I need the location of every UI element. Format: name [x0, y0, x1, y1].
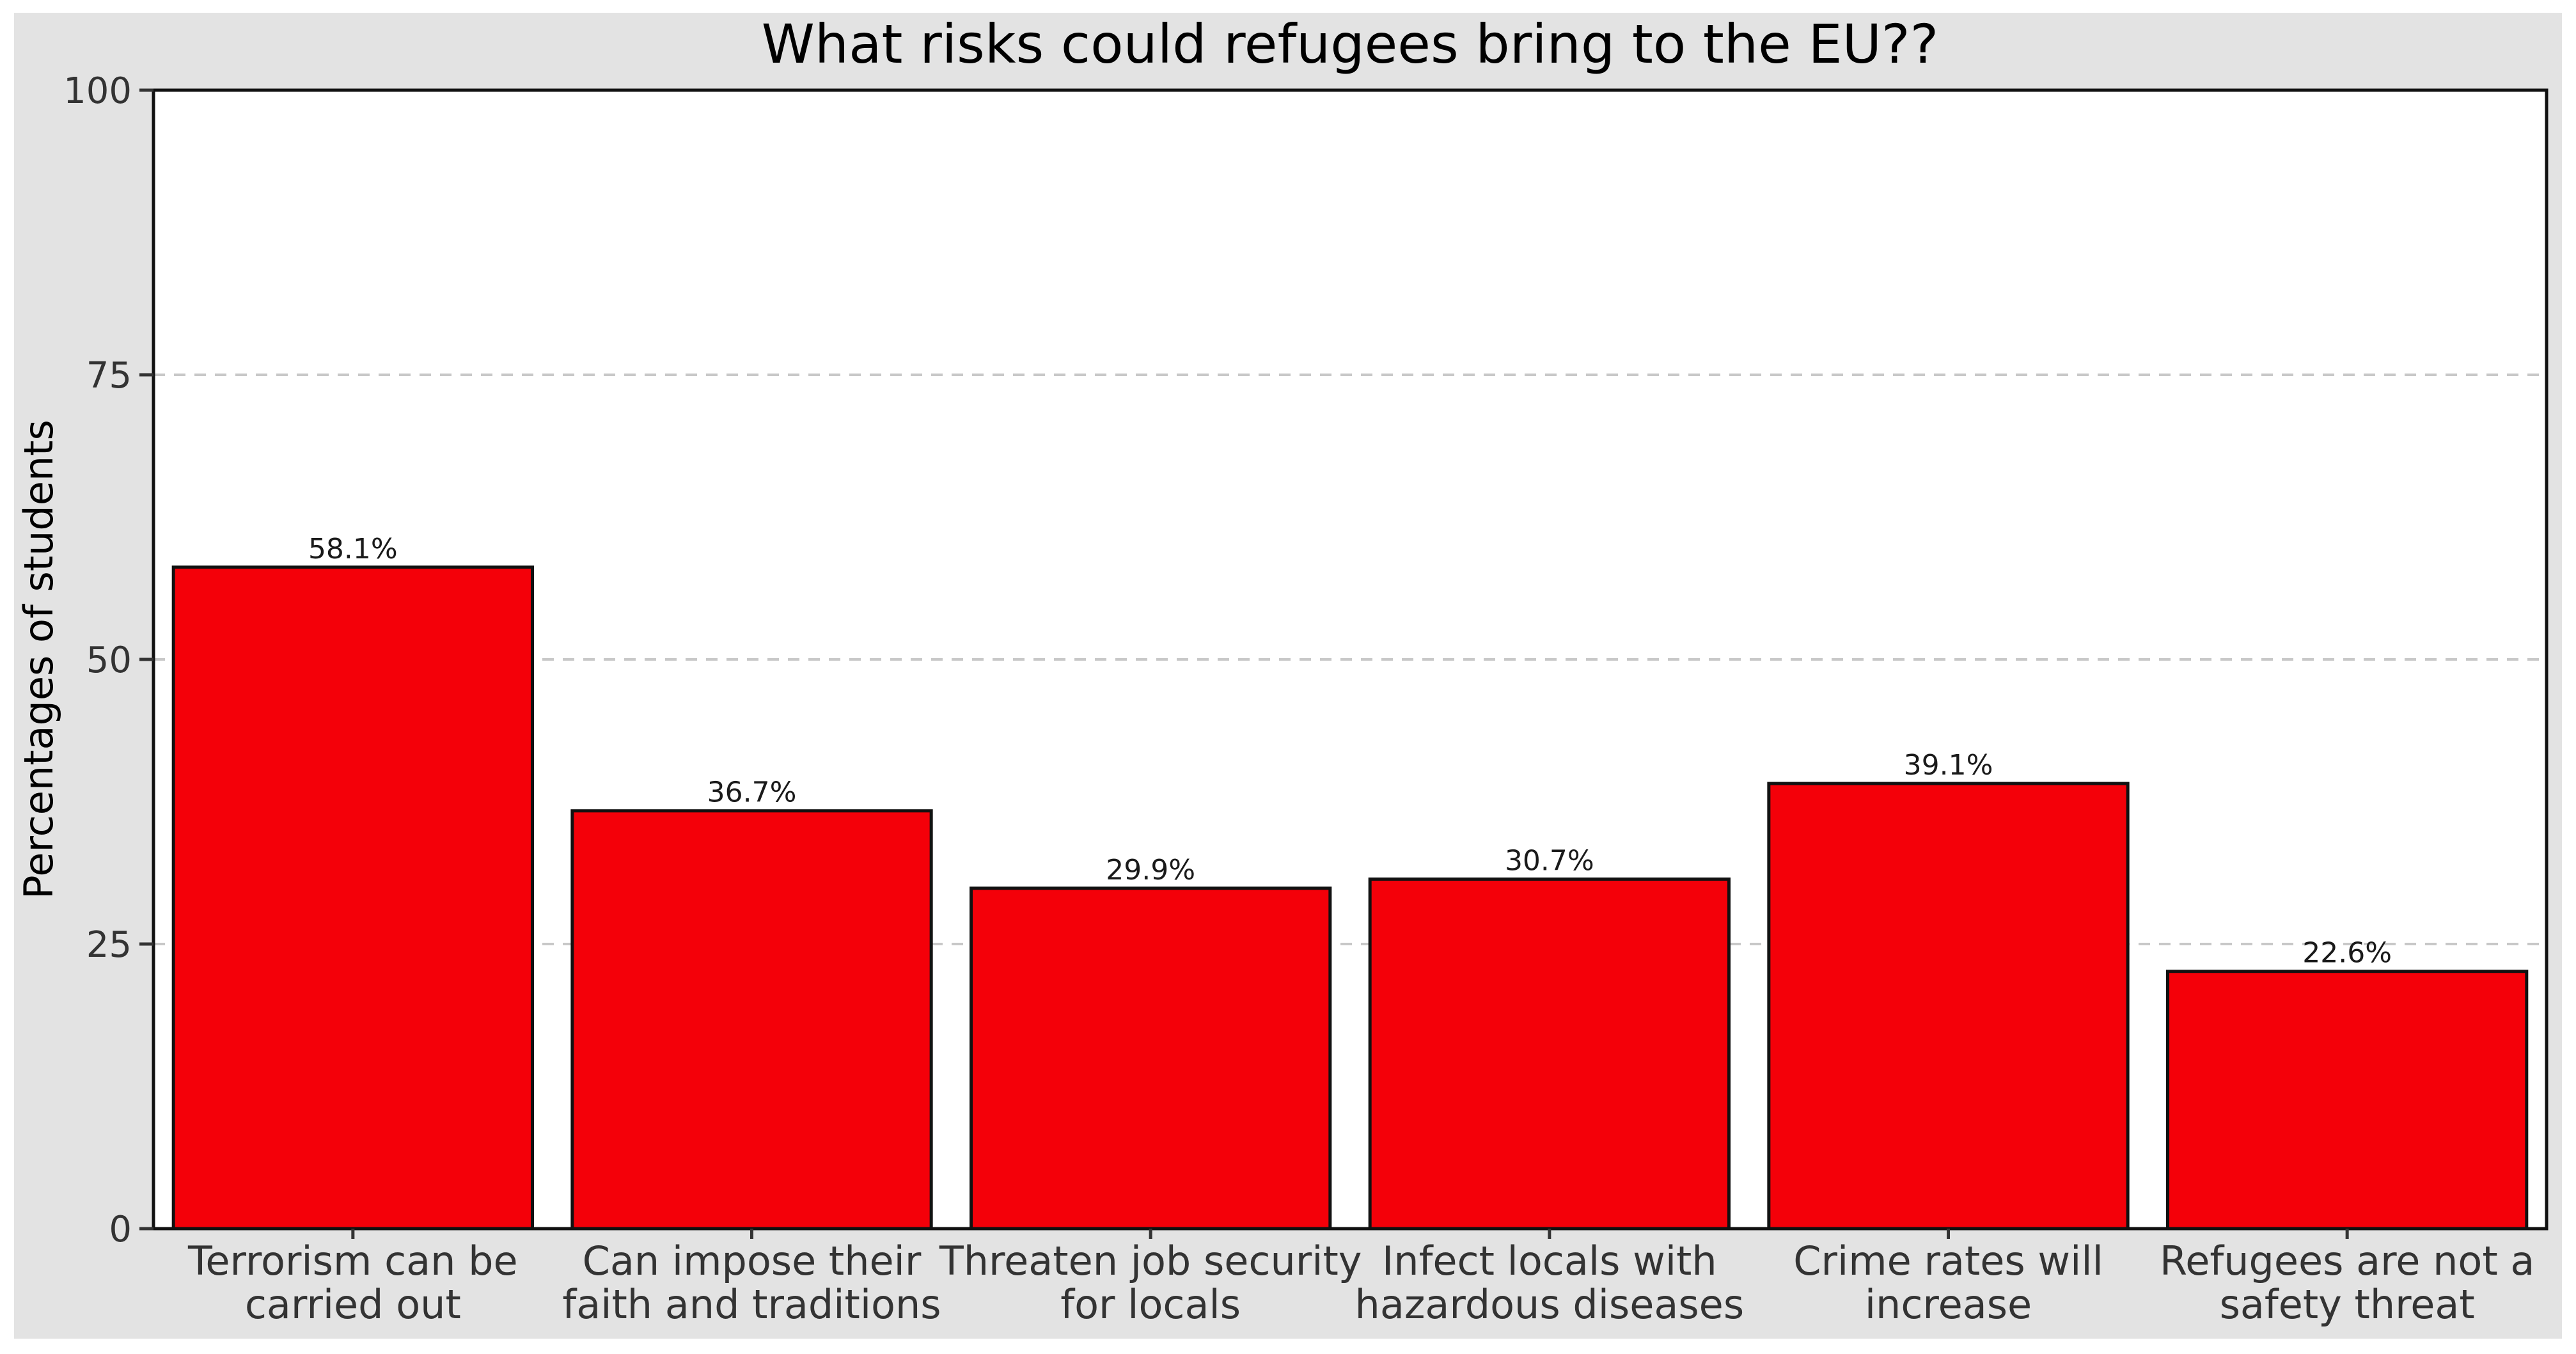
x-tick-label: Infect locals with hazardous diseases — [1355, 1238, 1745, 1328]
x-tick-label: Can impose their faith and traditions — [562, 1238, 941, 1328]
x-tick-label: Refugees are not a safety threat — [2160, 1238, 2534, 1328]
y-axis: 0 25 50 75 100 — [63, 70, 153, 1250]
bars — [171, 565, 2529, 1231]
y-tick-label: 50 — [86, 640, 132, 681]
x-tick-label: Terrorism can be carried out — [187, 1238, 518, 1328]
bar — [171, 565, 534, 1231]
bar — [970, 886, 1332, 1231]
x-tick-label: Threaten job security for locals — [939, 1238, 1362, 1328]
bar — [1368, 878, 1731, 1231]
value-labels: 58.1% 36.7% 29.9% 30.7% 39.1% 22.6% — [308, 533, 2392, 970]
x-axis: Terrorism can be carried out Can impose th… — [187, 1229, 2534, 1328]
bar — [570, 809, 933, 1231]
y-tick-label: 25 — [86, 924, 132, 966]
bar-value-label: 39.1% — [1904, 749, 1993, 782]
bar-value-label: 22.6% — [2302, 937, 2392, 970]
chart-title: What risks could refugees bring to the E… — [762, 13, 1938, 75]
y-tick-label: 100 — [63, 70, 132, 112]
bar-value-label: 30.7% — [1505, 845, 1594, 878]
bar-value-label: 29.9% — [1106, 854, 1195, 886]
bar-value-label: 36.7% — [707, 776, 797, 809]
y-tick-label: 0 — [109, 1209, 132, 1250]
grid-lines — [153, 374, 2547, 945]
bar — [1767, 782, 2130, 1231]
y-tick-label: 75 — [86, 355, 132, 397]
x-tick-label: Crime rates will increase — [1793, 1238, 2103, 1328]
bar — [2166, 970, 2529, 1231]
y-axis-title: Percentages of students — [15, 420, 62, 899]
bar-value-label: 58.1% — [308, 533, 398, 565]
